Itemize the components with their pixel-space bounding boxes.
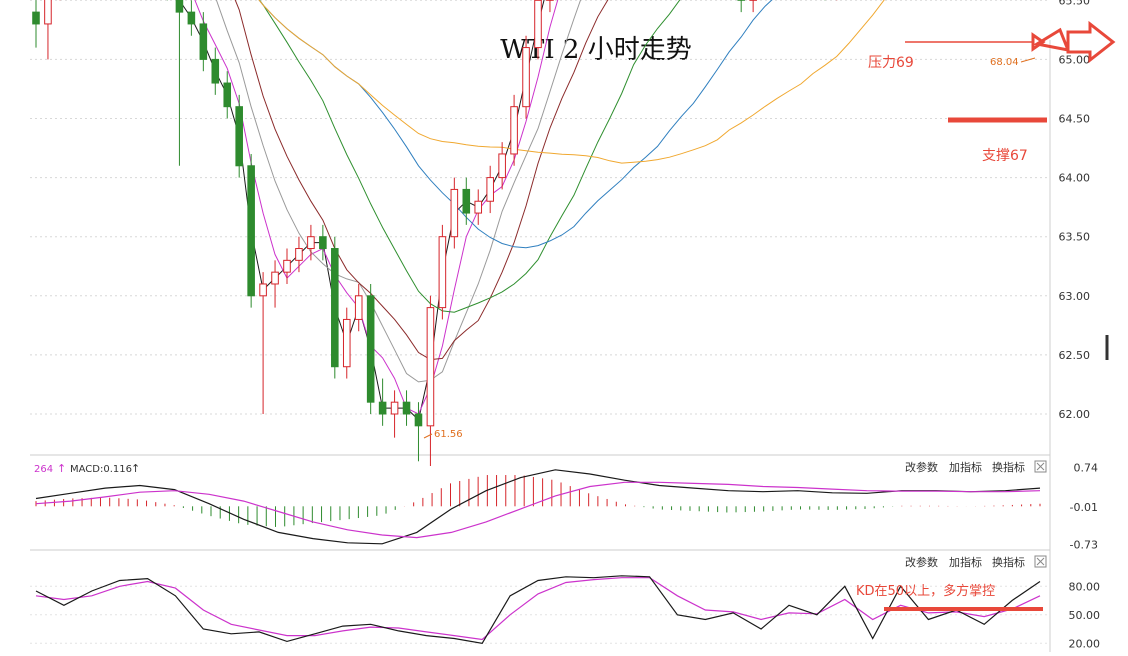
candle-body: [499, 154, 506, 178]
candle-body: [523, 48, 530, 107]
macd-button-params[interactable]: 改参数: [905, 460, 938, 474]
candle-body: [296, 249, 303, 261]
candle-body: [367, 296, 374, 402]
y-tick-label: 65.50: [1059, 0, 1091, 7]
moving-average-line: [132, 0, 1040, 163]
candle-body: [248, 166, 255, 296]
y-tick-label: 64.00: [1059, 172, 1091, 185]
candle-body: [308, 237, 315, 249]
macd-prefix: 264: [34, 464, 53, 475]
resistance-label: 压力69: [868, 55, 914, 71]
candle-body: [200, 24, 207, 59]
kd-tick-label: 80.00: [1069, 580, 1101, 593]
candle-body: [260, 284, 267, 296]
candle-body: [236, 107, 243, 166]
y-tick-label: 62.50: [1059, 349, 1091, 362]
low-label: 61.56: [434, 429, 463, 440]
macd-tick-label: -0.73: [1070, 538, 1098, 551]
candle-body: [332, 249, 339, 367]
high-pointer: [1021, 58, 1035, 62]
candle-body: [403, 402, 410, 414]
candle-body: [475, 201, 482, 213]
up-arrow-icon: ↑: [131, 462, 140, 475]
kd-note: KD在50以上，多方掌控: [856, 583, 995, 599]
macd-close-icon[interactable]: [1035, 461, 1046, 472]
macd-plot: [36, 470, 1040, 544]
kd-button-switch[interactable]: 换指标: [992, 555, 1025, 569]
candle-body: [535, 0, 542, 47]
macd-tick-label: 0.74: [1074, 462, 1099, 475]
main-y-axis: 62.00 62.50 63.00 63.50 64.00 64.50 65.00 65.50…: [1059, 0, 1091, 421]
kd-tick-label: 20.00: [1069, 637, 1101, 650]
candle-body: [188, 12, 195, 24]
macd-y-axis: 0.74 -0.01 -0.73: [1070, 462, 1098, 552]
kd-button-params[interactable]: 改参数: [905, 555, 938, 569]
y-tick-label: 62.00: [1059, 408, 1091, 421]
candle-body: [487, 178, 494, 202]
macd-tick-label: -0.01: [1070, 501, 1098, 514]
macd-label: MACD:0.116: [70, 464, 132, 475]
candle-body: [427, 308, 434, 426]
candle-body: [176, 0, 183, 12]
candle-body: [343, 319, 350, 366]
candle-body: [284, 260, 291, 272]
candle-body: [320, 237, 327, 249]
candle-body: [379, 402, 386, 414]
candle-body: [33, 12, 40, 24]
support-label: 支撑67: [982, 148, 1028, 164]
kd-button-add[interactable]: 加指标: [949, 555, 982, 569]
y-tick-label: 63.50: [1059, 231, 1091, 244]
candle-body: [439, 237, 446, 308]
kd-close-icon[interactable]: [1035, 556, 1046, 567]
up-arrow-icon: ↑: [57, 462, 66, 475]
candle-body: [451, 189, 458, 236]
y-tick-label: 63.00: [1059, 290, 1091, 303]
candle-body: [511, 107, 518, 154]
macd-line: [36, 470, 1040, 544]
candle-body: [355, 296, 362, 320]
candle-body: [391, 402, 398, 414]
kd-tick-label: 50.00: [1069, 609, 1101, 622]
macd-line: [36, 482, 1040, 537]
candle-body: [415, 414, 422, 426]
y-tick-label: 65.00: [1059, 53, 1091, 66]
candle-body: [224, 83, 231, 107]
y-tick-label: 64.50: [1059, 113, 1091, 126]
macd-button-switch[interactable]: 换指标: [992, 460, 1025, 474]
candle-body: [212, 59, 219, 83]
candle-body: [463, 189, 470, 213]
high-label: 68.04: [990, 57, 1019, 68]
candle-body: [272, 272, 279, 284]
macd-button-add[interactable]: 加指标: [949, 460, 982, 474]
candle-body: [45, 0, 52, 24]
